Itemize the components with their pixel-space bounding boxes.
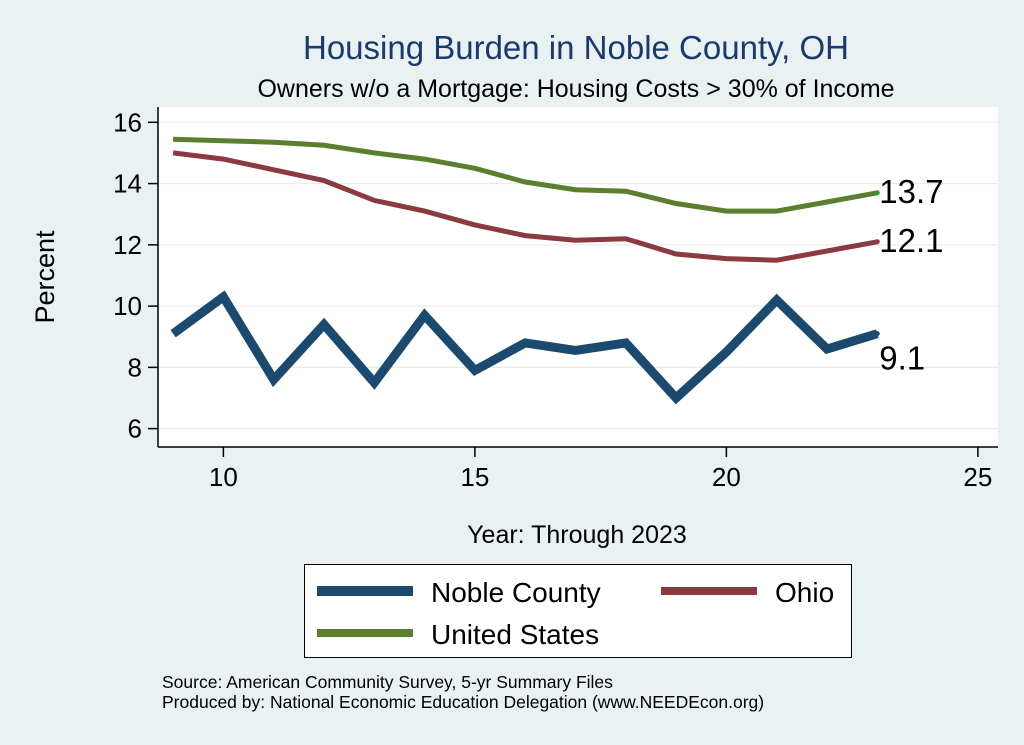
tick-label-y-14: 14 <box>113 169 142 199</box>
legend-swatch-noble-county <box>317 586 413 596</box>
tick-label-x-15: 15 <box>460 462 489 492</box>
end-label-ohio: 12.1 <box>879 222 943 259</box>
legend-label-united-states: United States <box>431 619 600 650</box>
legend-item-ohio: Ohio <box>661 571 841 611</box>
chart-subtitle: Owners w/o a Mortgage: Housing Costs > 3… <box>257 75 894 103</box>
tick-label-x-20: 20 <box>712 462 741 492</box>
series-line-noble-county <box>170 290 879 405</box>
producer-line: Produced by: National Economic Education… <box>162 692 765 712</box>
source-line: Source: American Community Survey, 5-yr … <box>162 672 613 692</box>
series-line-united-states <box>173 136 878 214</box>
end-label-noble-county: 9.1 <box>879 340 925 377</box>
plot-area <box>158 107 998 447</box>
source-note: Source: American Community Survey, 5-yr … <box>162 672 764 712</box>
tick-label-y-16: 16 <box>113 107 142 137</box>
series-line-ohio <box>172 150 878 263</box>
series-end-point-noble-county <box>874 331 880 337</box>
end-label-united-states: 13.7 <box>879 173 943 210</box>
tick-label-x-10: 10 <box>209 462 238 492</box>
series-end-point-united-states <box>874 190 880 196</box>
legend: Noble County Ohio United States <box>304 564 852 658</box>
chart-title: Housing Burden in Noble County, OH <box>303 29 849 66</box>
legend-label-ohio: Ohio <box>775 577 835 608</box>
legend-item-noble-county: Noble County <box>317 571 617 611</box>
legend-item-united-states: United States <box>317 613 637 653</box>
legend-swatch-ohio <box>661 587 757 595</box>
tick-label-x-25: 25 <box>963 462 992 492</box>
tick-label-y-6: 6 <box>128 414 142 444</box>
legend-label-noble-county: Noble County <box>431 577 601 608</box>
series-layer <box>170 136 880 405</box>
legend-swatch-united-states <box>317 629 413 637</box>
tick-label-y-8: 8 <box>128 352 142 382</box>
series-end-point-ohio <box>874 239 880 245</box>
x-axis-label: Year: Through 2023 <box>467 521 687 549</box>
end-labels: 13.7 12.1 9.1 <box>879 173 943 377</box>
tick-label-y-10: 10 <box>113 291 142 321</box>
y-axis-label: Percent <box>30 230 60 324</box>
tick-label-y-12: 12 <box>113 230 142 260</box>
axes: 6 8 10 12 14 16 10 15 20 25 <box>113 107 998 492</box>
